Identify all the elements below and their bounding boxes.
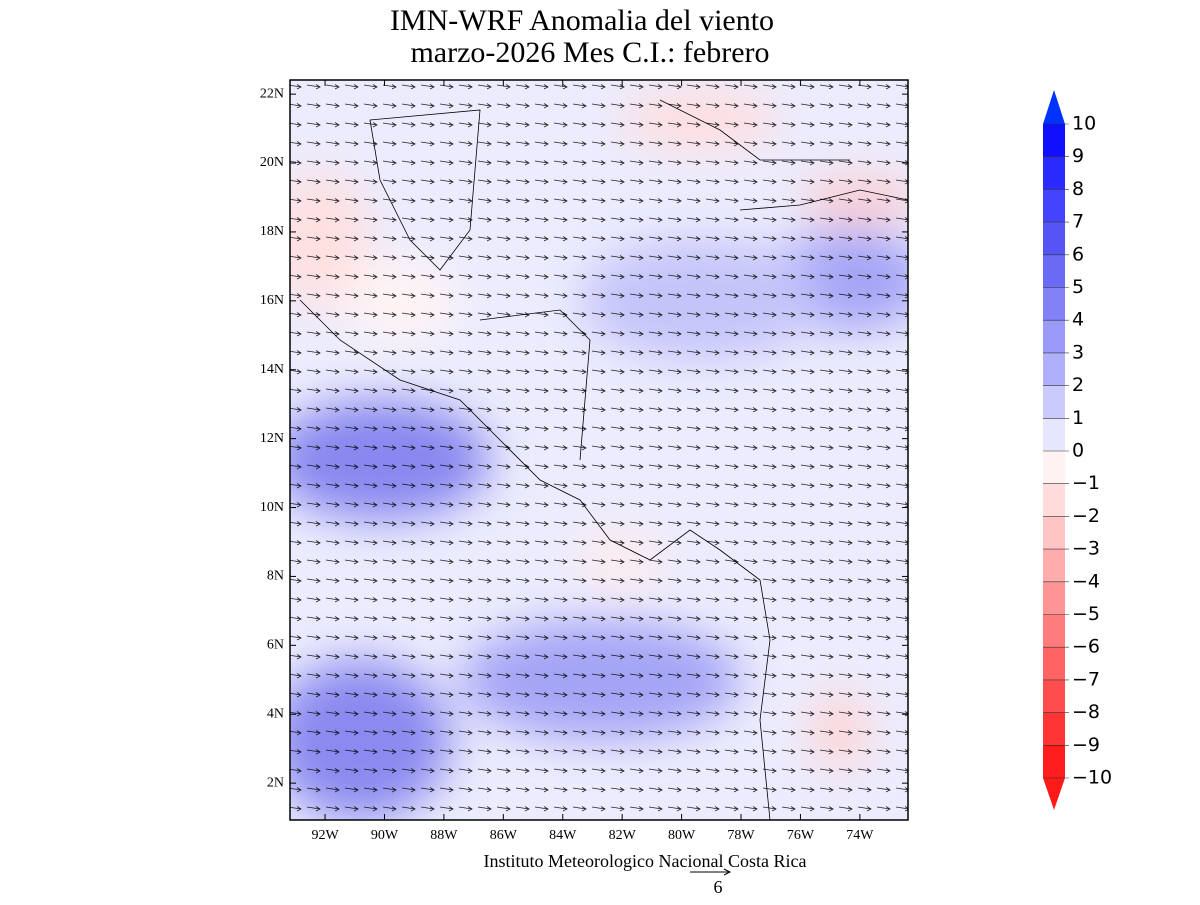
lat-label: 12N [260,431,284,446]
colorbar-label: 2 [1072,374,1084,396]
colorbar-segment [1043,451,1065,484]
colorbar-segment [1043,222,1065,255]
colorbar-label: 8 [1072,178,1084,200]
colorbar-label: −4 [1072,570,1100,592]
colorbar-over [1043,90,1065,124]
colorbar-segment [1043,483,1065,517]
colorbar-segment [1043,549,1065,582]
colorbar-segment [1043,647,1065,680]
colorbar-label: −5 [1072,603,1100,625]
colorbar-label: 1 [1072,407,1084,429]
map-frame [289,79,909,821]
title: IMN-WRF Anomalia del viento [390,4,774,37]
colorbar-label: 6 [1072,243,1084,265]
colorbar-segment [1043,287,1065,321]
colorbar-label: 4 [1072,309,1084,331]
lon-label: 82W [609,828,637,843]
colorbar-label: −8 [1072,701,1100,723]
colorbar-label: −3 [1072,538,1100,560]
colorbar-label: −1 [1072,472,1100,494]
colorbar-label: −7 [1072,668,1100,690]
colorbar-segment [1043,189,1065,223]
subtitle: marzo-2026 Mes C.I.: febrero [410,36,769,69]
colorbar-segment [1043,156,1065,190]
lon-label: 80W [668,828,696,843]
colorbar-label: −6 [1072,636,1100,658]
colorbar-label: −10 [1072,767,1112,789]
lat-label: 14N [260,362,284,377]
colorbar-label: 9 [1072,145,1084,167]
lon-label: 78W [727,828,755,843]
lat-label: 22N [260,86,284,101]
colorbar-label: −2 [1072,505,1100,527]
lat-label: 4N [267,706,284,721]
lat-label: 2N [267,775,284,790]
colorbar-label: 0 [1072,440,1084,462]
colorbar-segment [1043,254,1065,288]
reference-arrow [690,868,732,876]
footer: Instituto Meteorologico Nacional Costa R… [484,851,807,871]
lat-label: 16N [260,293,284,308]
colorbar-segment [1043,581,1065,615]
colorbar-segment [1043,385,1065,419]
lon-label: 92W [311,828,339,843]
colorbar-segment [1043,712,1065,746]
lat-label: 18N [260,224,284,239]
colorbar-label: 5 [1072,276,1084,298]
lat-label: 10N [260,500,284,515]
colorbar-segment [1043,679,1065,713]
colorbar-label: 3 [1072,341,1084,363]
colorbar-under [1043,778,1065,810]
colorbar-segment [1043,352,1065,386]
colorbar-label: −9 [1072,734,1100,756]
lon-label: 90W [371,828,399,843]
lat-label: 6N [267,638,284,653]
colorbar-segment [1043,745,1065,778]
lon-label: 84W [549,828,577,843]
lat-label: 20N [260,155,284,170]
lon-label: 86W [490,828,518,843]
reference-label: 6 [714,877,723,897]
colorbar-label: 10 [1072,113,1096,135]
anomaly-field [290,80,908,820]
colorbar-segment [1043,516,1065,550]
lon-label: 88W [430,828,458,843]
colorbar-label: 7 [1072,211,1084,233]
lon-label: 74W [846,828,874,843]
lat-label: 8N [267,569,284,584]
lon-label: 76W [787,828,815,843]
colorbar-segment [1043,614,1065,648]
colorbar-segment [1043,124,1065,157]
colorbar-segment [1043,320,1065,353]
colorbar-segment [1043,418,1065,451]
